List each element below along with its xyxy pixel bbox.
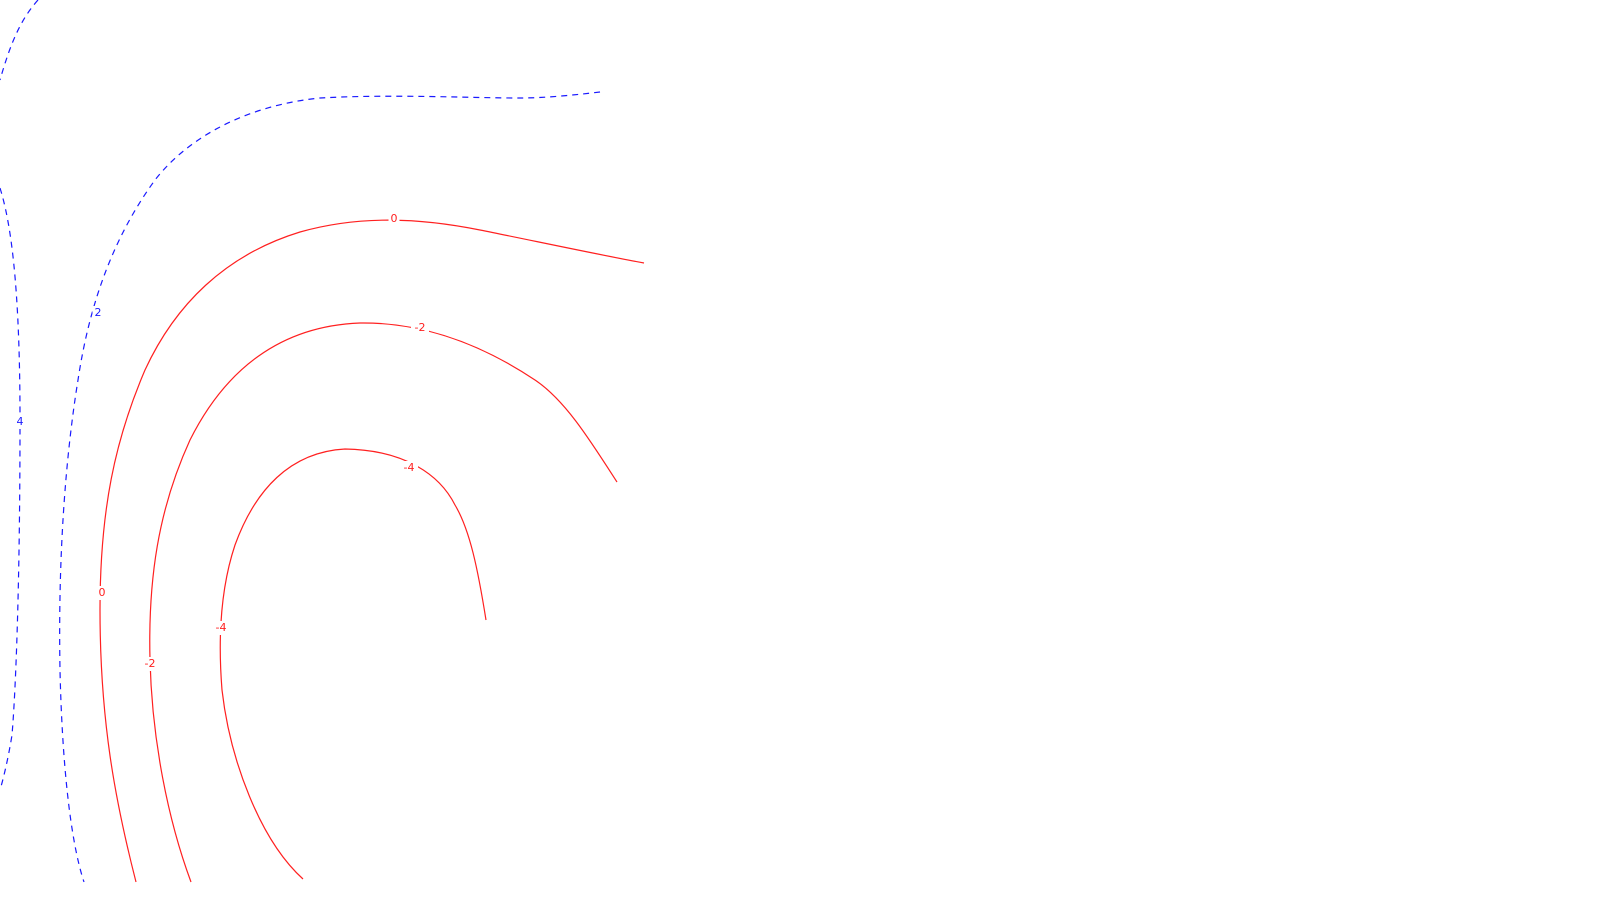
contour-label-background bbox=[212, 621, 230, 635]
contour-label-level-minus-2: -2 bbox=[415, 321, 426, 334]
contour-label-level-minus-2: -2 bbox=[145, 657, 156, 670]
contour-line-level-minus-2 bbox=[149, 322, 618, 883]
contour-line-level-minus-4 bbox=[219, 448, 487, 880]
contour-label-level-4: 4 bbox=[17, 415, 24, 428]
contour-label-level-0: 0 bbox=[99, 586, 106, 599]
contour-label-background bbox=[411, 321, 429, 335]
contour-line-level-4 bbox=[0, 187, 21, 791]
contour-line-level-0 bbox=[99, 219, 645, 883]
contour-label-background bbox=[92, 306, 104, 320]
contour-lines bbox=[0, 0, 645, 883]
contour-label-level-2: 2 bbox=[95, 306, 102, 319]
contour-labels: 4 2 0 0 -2 -2 -4 -4 bbox=[14, 212, 429, 671]
contour-label-background bbox=[388, 212, 400, 226]
contour-label-background bbox=[141, 657, 159, 671]
contour-line-level-2 bbox=[0, 0, 601, 883]
contour-label-background bbox=[14, 415, 26, 429]
contour-label-level-minus-4: -4 bbox=[216, 621, 227, 634]
contour-label-level-0: 0 bbox=[391, 212, 398, 225]
contour-label-background bbox=[400, 461, 418, 475]
contour-label-background bbox=[96, 586, 108, 600]
contour-label-level-minus-4: -4 bbox=[404, 461, 415, 474]
